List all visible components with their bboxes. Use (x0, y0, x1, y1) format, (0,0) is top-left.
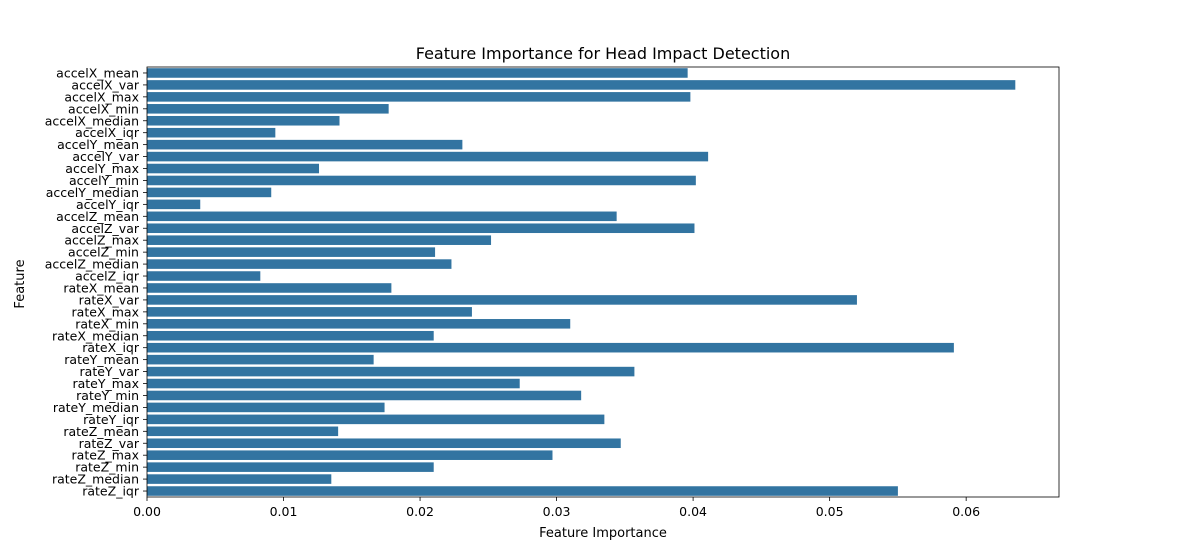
y-tick-label: accelX_mean (56, 65, 139, 80)
x-ticks: 0.00 0.01 0.02 0.03 0.04 0.05 0.06 (133, 497, 980, 519)
y-tick-label: accelY_mean (57, 137, 139, 152)
bar-rateX_iqr (147, 342, 954, 353)
x-tick-label: 0.03 (543, 504, 571, 519)
bar-rateX_max (147, 307, 472, 317)
y-tick-label: accelY_max (65, 161, 139, 176)
bar-rateZ_median (147, 474, 332, 484)
y-tick-label: rateZ_iqr (82, 484, 140, 499)
bar-rateX_mean (147, 283, 392, 293)
bar-rateZ_iqr (147, 486, 898, 496)
bar-rateY_min (147, 390, 582, 401)
y-tick-label: rateX_min (75, 316, 139, 331)
y-tick-label: accelZ_min (68, 245, 139, 260)
bar-accelZ_iqr (147, 271, 261, 281)
bars-group (147, 68, 1016, 496)
x-tick-label: 0.04 (679, 504, 707, 519)
chart-title: Feature Importance for Head Impact Detec… (416, 44, 790, 63)
y-tick-label: accelZ_mean (56, 209, 139, 224)
y-tick-label: rateX_iqr (82, 340, 140, 355)
x-tick-label: 0.00 (133, 504, 161, 519)
y-tick-label: accelZ_iqr (75, 269, 140, 284)
bar-accelX_iqr (147, 127, 276, 138)
bar-accelZ_mean (147, 211, 617, 222)
bar-accelZ_max (147, 235, 492, 245)
bar-accelZ_var (147, 223, 695, 234)
y-tick-label: rateZ_var (79, 436, 140, 451)
bar-rateX_var (147, 295, 857, 305)
bar-rateX_min (147, 319, 571, 329)
bar-accelY_max (147, 163, 320, 174)
y-tick-label: accelX_iqr (75, 125, 140, 140)
bar-accelY_iqr (147, 199, 201, 210)
bar-rateY_mean (147, 354, 374, 365)
y-tick-label: rateZ_median (52, 472, 139, 487)
bar-accelX_min (147, 104, 389, 114)
bar-accelX_mean (147, 68, 688, 78)
y-axis-label: Feature (13, 259, 28, 308)
bar-accelX_median (147, 115, 340, 126)
y-tick-label: rateY_var (80, 364, 140, 379)
bar-accelY_mean (147, 139, 463, 150)
bar-rateZ_var (147, 438, 621, 449)
bar-accelY_median (147, 187, 272, 198)
y-tick-label: rateY_mean (64, 352, 139, 367)
x-tick-label: 0.02 (406, 504, 434, 519)
y-tick-label: rateX_median (52, 328, 139, 343)
y-tick-label: accelX_min (68, 101, 139, 116)
y-tick-label: accelZ_var (71, 221, 139, 236)
y-tick-label: accelX_max (64, 89, 139, 104)
y-tick-label: rateY_max (72, 376, 139, 391)
x-tick-label: 0.01 (270, 504, 298, 519)
y-tick-label: accelX_median (45, 113, 139, 128)
y-tick-label: rateZ_max (72, 448, 139, 463)
y-tick-label: accelZ_max (64, 233, 139, 248)
y-tick-label: accelY_min (69, 173, 139, 188)
bar-accelY_min (147, 175, 696, 186)
bar-rateZ_min (147, 462, 434, 472)
bar-rateY_max (147, 378, 520, 389)
bar-accelX_max (147, 92, 691, 102)
bar-rateZ_max (147, 450, 553, 460)
bar-rateY_var (147, 366, 635, 377)
bar-accelY_var (147, 151, 709, 162)
y-tick-label: accelX_var (71, 77, 139, 92)
bar-rateY_median (147, 402, 385, 413)
x-axis-label: Feature Importance (539, 526, 667, 541)
bar-accelZ_min (147, 247, 436, 257)
y-tick-label: rateX_var (79, 292, 140, 307)
bar-accelX_var (147, 80, 1016, 90)
bar-rateZ_mean (147, 426, 339, 437)
y-tick-label: accelY_var (72, 149, 140, 164)
y-tick-label: rateZ_mean (63, 424, 139, 439)
y-tick-label: accelY_iqr (76, 197, 140, 212)
bar-accelZ_median (147, 259, 452, 269)
y-tick-label: rateY_median (53, 400, 139, 415)
y-tick-label: accelY_median (46, 185, 139, 200)
x-tick-label: 0.05 (816, 504, 844, 519)
y-tick-label: rateX_mean (63, 280, 139, 295)
plot-frame (146, 66, 1060, 498)
bar-rateX_median (147, 330, 434, 341)
bar-rateY_iqr (147, 414, 605, 425)
y-tick-label: rateY_min (76, 388, 139, 403)
y-tick-label: rateY_iqr (83, 412, 140, 427)
y-tick-label: rateX_max (72, 304, 139, 319)
x-tick-label: 0.06 (952, 504, 980, 519)
y-tick-label: accelZ_median (45, 257, 139, 272)
y-tick-label: rateZ_min (75, 460, 139, 475)
y-ticks: accelX_meanaccelX_varaccelX_maxaccelX_mi… (45, 65, 147, 499)
